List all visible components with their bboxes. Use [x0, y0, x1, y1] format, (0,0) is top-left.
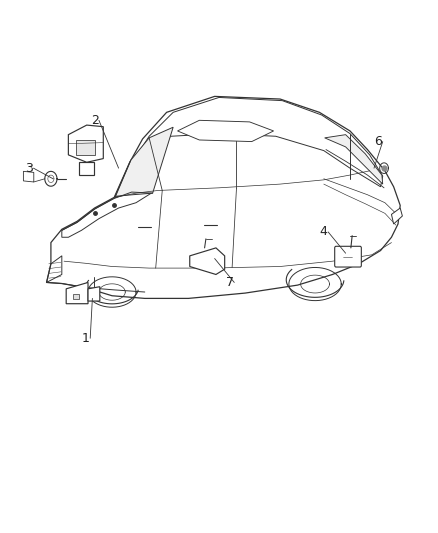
Polygon shape [66, 282, 88, 304]
Polygon shape [88, 287, 100, 301]
Polygon shape [62, 192, 151, 237]
Text: 2: 2 [91, 114, 99, 127]
Polygon shape [73, 294, 79, 300]
Text: 4: 4 [320, 225, 328, 238]
Text: 6: 6 [374, 135, 382, 148]
Text: 1: 1 [82, 332, 90, 345]
FancyBboxPatch shape [335, 246, 361, 267]
Polygon shape [23, 171, 34, 182]
Polygon shape [134, 98, 383, 187]
Text: 7: 7 [226, 276, 234, 289]
Polygon shape [177, 120, 274, 142]
Polygon shape [115, 127, 173, 196]
Polygon shape [68, 125, 103, 163]
Polygon shape [76, 140, 95, 155]
Polygon shape [79, 163, 94, 174]
Polygon shape [325, 135, 383, 184]
Polygon shape [190, 248, 225, 274]
Polygon shape [46, 96, 400, 298]
Text: 3: 3 [25, 161, 33, 175]
Polygon shape [392, 208, 403, 224]
